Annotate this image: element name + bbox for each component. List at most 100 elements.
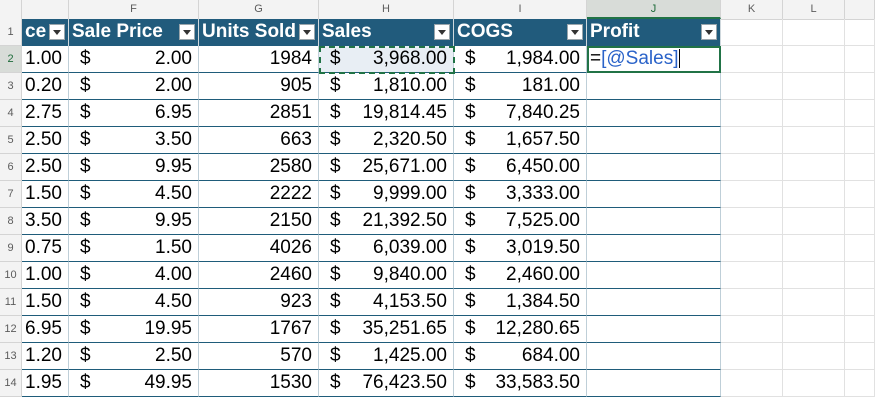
cell[interactable] [845, 235, 875, 262]
cell-sales[interactable]: $25,671.00 [319, 154, 454, 181]
cell-cogs[interactable]: $12,280.65 [454, 316, 587, 343]
cell-unit-price[interactable]: 2.75 [22, 100, 69, 127]
cell[interactable] [783, 208, 845, 235]
cell[interactable] [721, 46, 783, 73]
cell-sales[interactable]: $2,320.50 [319, 127, 454, 154]
cell-units-sold[interactable]: 1767 [199, 316, 319, 343]
cell[interactable] [783, 100, 845, 127]
column-header-j[interactable]: J [587, 0, 721, 19]
cell-unit-price[interactable]: 1.95 [22, 370, 69, 397]
row-header-13[interactable]: 13 [0, 343, 22, 370]
cell[interactable] [721, 235, 783, 262]
row-header-6[interactable]: 6 [0, 154, 22, 181]
cell[interactable] [783, 289, 845, 316]
column-header-g[interactable]: G [199, 0, 319, 19]
cell[interactable] [721, 100, 783, 127]
cell-profit[interactable] [587, 289, 721, 316]
header-cell-sales[interactable]: Sales [319, 19, 454, 46]
cell-unit-price[interactable]: 1.20 [22, 343, 69, 370]
cell-cogs[interactable]: $3,019.50 [454, 235, 587, 262]
filter-dropdown-icon[interactable] [567, 24, 583, 40]
header-cell-sale-price[interactable]: Sale Price [69, 19, 199, 46]
cell[interactable] [783, 127, 845, 154]
header-cell-profit[interactable]: Profit [587, 19, 721, 46]
cell-sales[interactable]: $9,999.00 [319, 181, 454, 208]
filter-dropdown-icon[interactable] [701, 24, 717, 40]
cell-profit[interactable] [587, 316, 721, 343]
cell-cogs[interactable]: $684.00 [454, 343, 587, 370]
row-header-14[interactable]: 14 [0, 370, 22, 397]
cell-sales[interactable]: $1,425.00 [319, 343, 454, 370]
cell-unit-price[interactable]: 3.50 [22, 208, 69, 235]
filter-dropdown-icon[interactable] [299, 24, 315, 40]
cell-sale-price[interactable]: $9.95 [69, 154, 199, 181]
cell[interactable] [845, 208, 875, 235]
cell-cogs[interactable]: $181.00 [454, 73, 587, 100]
cell-unit-price[interactable]: 2.50 [22, 127, 69, 154]
cell-sale-price[interactable]: $9.95 [69, 208, 199, 235]
cell-cogs[interactable]: $7,840.25 [454, 100, 587, 127]
cell-sales[interactable]: $21,392.50 [319, 208, 454, 235]
cell[interactable] [783, 343, 845, 370]
cell-sales[interactable]: $19,814.45 [319, 100, 454, 127]
cell-cogs[interactable]: $33,583.50 [454, 370, 587, 397]
cell-profit[interactable] [587, 181, 721, 208]
cell[interactable] [721, 19, 783, 46]
cell-units-sold[interactable]: 2580 [199, 154, 319, 181]
worksheet-grid[interactable]: ce Sale Price Units Sold Sales COGS Prof… [22, 19, 875, 400]
row-header-3[interactable]: 3 [0, 73, 22, 100]
cell-units-sold[interactable]: 2222 [199, 181, 319, 208]
cell-profit[interactable] [587, 262, 721, 289]
cell-sales[interactable]: $1,810.00 [319, 73, 454, 100]
cell[interactable] [845, 19, 875, 46]
cell-unit-price[interactable]: 1.00 [22, 46, 69, 73]
cell-units-sold[interactable]: 905 [199, 73, 319, 100]
cell[interactable] [845, 289, 875, 316]
cell-sale-price[interactable]: $49.95 [69, 370, 199, 397]
cell-units-sold[interactable]: 2150 [199, 208, 319, 235]
cell-sale-price[interactable]: $3.50 [69, 127, 199, 154]
column-header-f[interactable]: F [69, 0, 199, 19]
cell[interactable] [721, 154, 783, 181]
cell[interactable] [721, 289, 783, 316]
cell-sale-price[interactable]: $4.50 [69, 181, 199, 208]
cell-sale-price[interactable]: $19.95 [69, 316, 199, 343]
cell[interactable] [783, 370, 845, 397]
cell-sales[interactable]: $6,039.00 [319, 235, 454, 262]
cell[interactable] [845, 316, 875, 343]
cell-unit-price[interactable]: 1.50 [22, 289, 69, 316]
cell-sales[interactable]: $9,840.00 [319, 262, 454, 289]
cell-cogs[interactable]: $1,657.50 [454, 127, 587, 154]
row-header-1[interactable]: 1 [0, 19, 22, 46]
corner-select-all[interactable] [0, 0, 22, 19]
formula-editor[interactable]: =[@Sales] [587, 48, 681, 69]
row-header-8[interactable]: 8 [0, 208, 22, 235]
cell[interactable] [845, 343, 875, 370]
row-header-4[interactable]: 4 [0, 100, 22, 127]
cell-cogs[interactable]: $6,450.00 [454, 154, 587, 181]
cell-profit[interactable] [587, 208, 721, 235]
cell-sale-price[interactable]: $1.50 [69, 235, 199, 262]
cell-sales[interactable]: $4,153.50 [319, 289, 454, 316]
filter-dropdown-icon[interactable] [179, 24, 195, 40]
cell-profit[interactable] [587, 370, 721, 397]
cell[interactable] [721, 73, 783, 100]
cell-cogs[interactable]: $1,984.00 [454, 46, 587, 73]
cell-sale-price[interactable]: $4.00 [69, 262, 199, 289]
row-header-7[interactable]: 7 [0, 181, 22, 208]
cell-sales[interactable]: $35,251.65 [319, 316, 454, 343]
filter-dropdown-icon[interactable] [49, 24, 65, 40]
cell-units-sold[interactable]: 1530 [199, 370, 319, 397]
column-header-i[interactable]: I [454, 0, 587, 19]
cell-sale-price[interactable]: $6.95 [69, 100, 199, 127]
header-cell-units-sold[interactable]: Units Sold [199, 19, 319, 46]
cell[interactable] [845, 100, 875, 127]
cell-cogs[interactable]: $7,525.00 [454, 208, 587, 235]
cell[interactable] [783, 19, 845, 46]
cell-sale-price[interactable]: $4.50 [69, 289, 199, 316]
cell-sale-price[interactable]: $2.00 [69, 46, 199, 73]
cell[interactable] [721, 208, 783, 235]
cell-cogs[interactable]: $1,384.50 [454, 289, 587, 316]
column-header-k[interactable]: K [721, 0, 783, 19]
cell-units-sold[interactable]: 663 [199, 127, 319, 154]
